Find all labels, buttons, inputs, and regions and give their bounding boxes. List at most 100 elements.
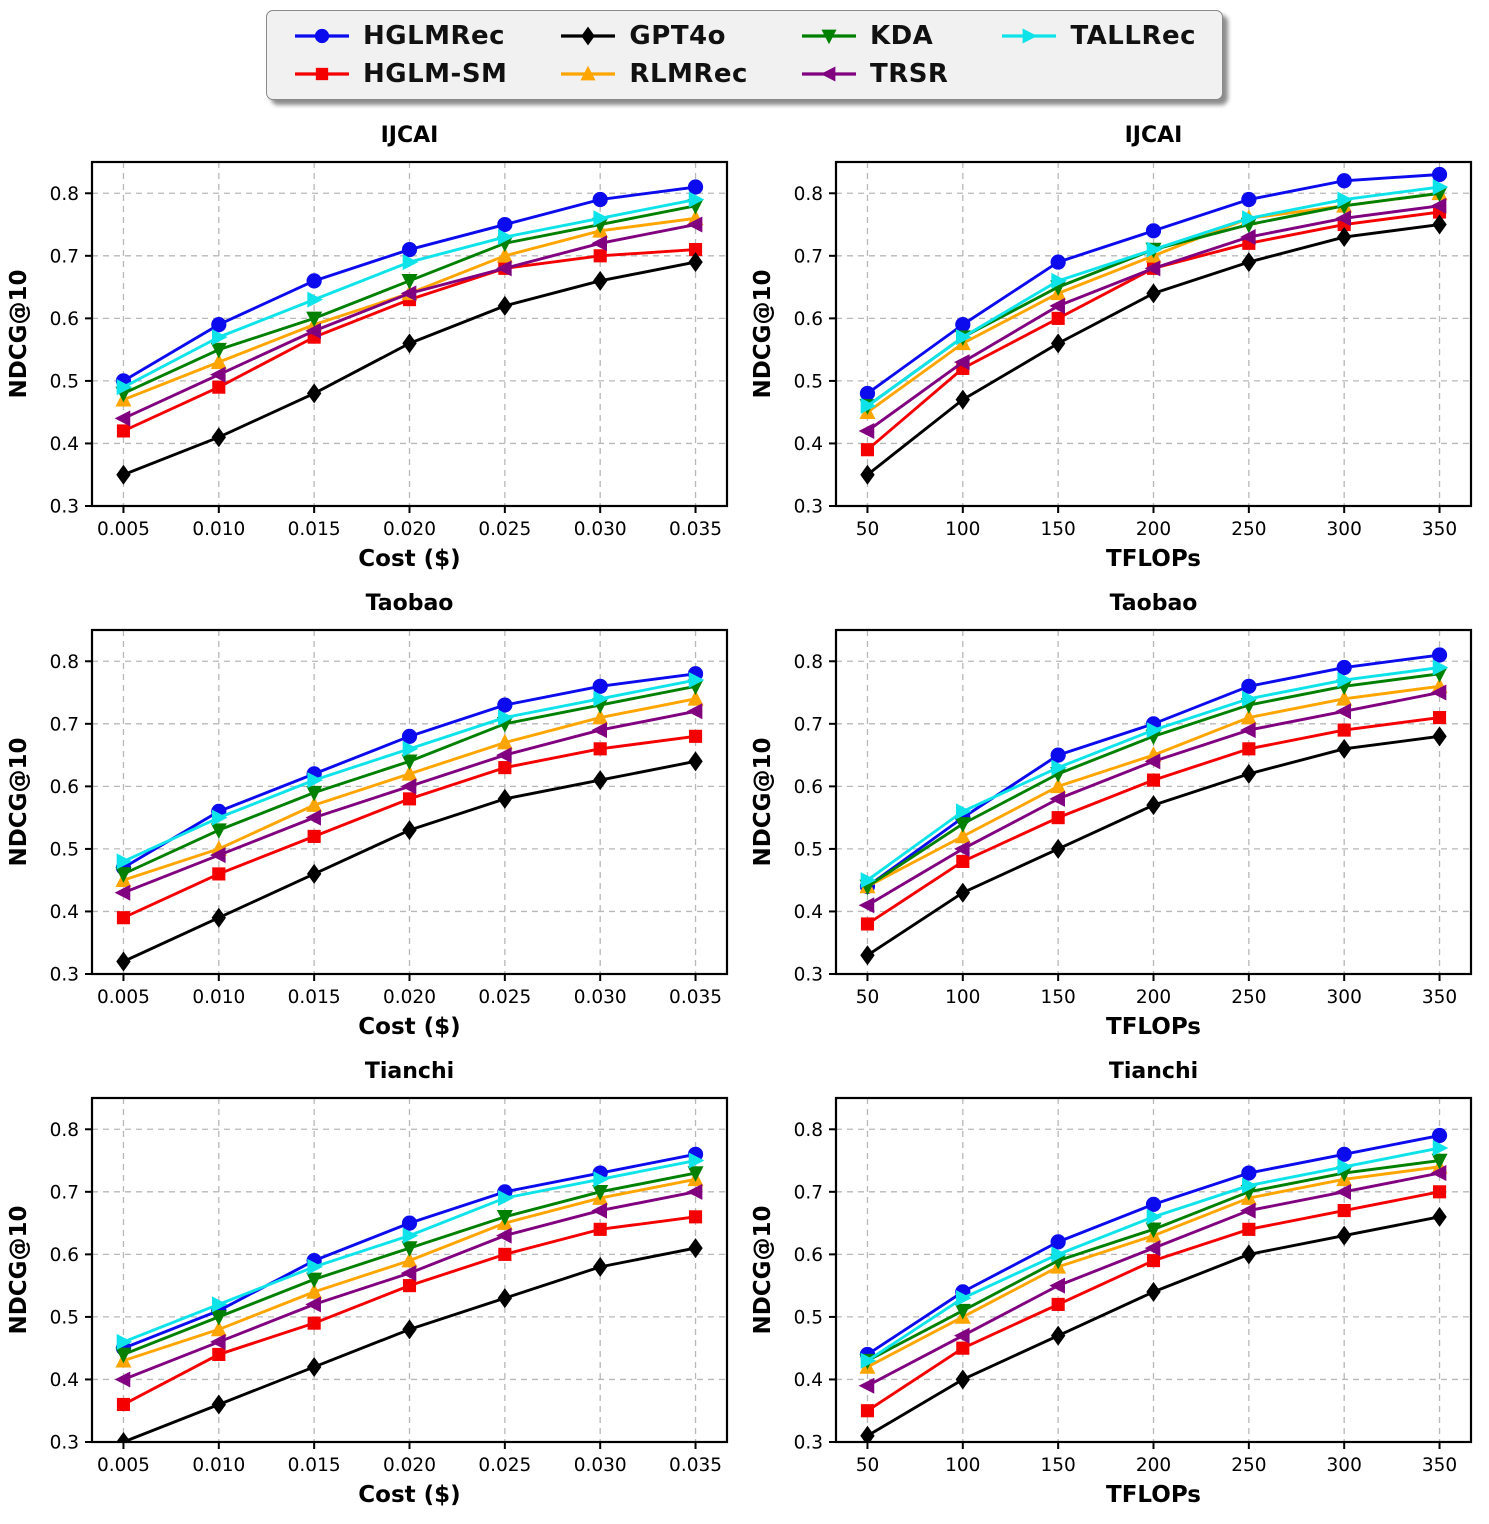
circle-marker-icon bbox=[294, 28, 349, 44]
y-tick-label: 0.7 bbox=[50, 714, 79, 735]
diamond-marker-icon bbox=[561, 26, 616, 46]
x-tick-label: 0.015 bbox=[288, 1455, 341, 1476]
x-tick-label: 300 bbox=[1327, 1455, 1362, 1476]
x-tick-label: 0.035 bbox=[669, 1455, 722, 1476]
series-hglmrec bbox=[859, 1127, 1448, 1363]
chart-title: Taobao bbox=[1110, 591, 1198, 616]
chart-svg: 0.3 0.4 0.5 0.6 0.7 0.8 50 100 150 200 250 300 350 Ti… bbox=[750, 1059, 1473, 1508]
legend-item-rlmrec: RLMRec bbox=[559, 59, 748, 89]
y-tick-label: 0.6 bbox=[50, 777, 79, 798]
triangle-up-marker-icon bbox=[561, 65, 616, 81]
series-tallrec bbox=[116, 191, 705, 396]
x-tick-label: 350 bbox=[1422, 987, 1457, 1008]
chart-svg: 0.3 0.4 0.5 0.6 0.7 0.8 50 100 150 200 250 300 350 Ta… bbox=[750, 591, 1473, 1040]
y-tick-label: 0.8 bbox=[50, 1120, 79, 1141]
y-axis-label: NDCG@10 bbox=[6, 1205, 32, 1334]
legend-item-hglm-sm: HGLM-SM bbox=[293, 59, 507, 89]
y-tick-label: 0.3 bbox=[50, 965, 79, 986]
chart-title: IJCAI bbox=[381, 123, 439, 148]
series-hglm-sm bbox=[116, 1210, 703, 1412]
x-tick-label: 200 bbox=[1136, 519, 1171, 540]
legend-label: HGLM-SM bbox=[362, 59, 508, 89]
legend-column: TALLRec bbox=[1000, 21, 1196, 89]
x-tick-label: 50 bbox=[856, 1455, 880, 1476]
series-trsr bbox=[114, 1183, 703, 1388]
legend-column: HGLMRec HGLM-SM bbox=[293, 21, 507, 89]
y-axis-label: NDCG@10 bbox=[750, 737, 776, 866]
legend: HGLMRec HGLM-SM GPT4o RLMRec KDA TRSR TALLRec bbox=[265, 10, 1224, 100]
y-tick-label: 0.3 bbox=[50, 497, 79, 518]
chart-taobao-tflops: 0.3 0.4 0.5 0.6 0.7 0.8 50 100 150 200 250 300 350 Ta… bbox=[744, 582, 1488, 1044]
y-tick-label: 0.3 bbox=[794, 497, 823, 518]
x-tick-label: 150 bbox=[1040, 1455, 1075, 1476]
x-tick-label: 0.005 bbox=[97, 987, 150, 1008]
x-tick-label: 0.020 bbox=[383, 519, 436, 540]
series-gpt4o bbox=[116, 751, 703, 972]
y-tick-label: 0.7 bbox=[794, 1182, 823, 1203]
legend-column: KDA TRSR bbox=[800, 21, 949, 89]
chart-ijcai-cost: 0.3 0.4 0.5 0.6 0.7 0.8 0.005 0.010 0.015 0.020 0.… bbox=[0, 114, 744, 576]
series-gpt4o bbox=[116, 252, 703, 485]
y-tick-label: 0.4 bbox=[50, 1370, 79, 1391]
y-tick-label: 0.5 bbox=[794, 371, 823, 392]
x-tick-label: 0.015 bbox=[288, 987, 341, 1008]
x-tick-label: 0.025 bbox=[478, 1455, 531, 1476]
legend-item-gpt4o: GPT4o bbox=[559, 21, 748, 51]
series-trsr bbox=[858, 684, 1447, 914]
y-tick-label: 0.6 bbox=[794, 777, 823, 798]
x-tick-label: 100 bbox=[945, 1455, 980, 1476]
x-tick-label: 0.035 bbox=[669, 519, 722, 540]
x-tick-label: 300 bbox=[1327, 987, 1362, 1008]
y-tick-label: 0.5 bbox=[50, 839, 79, 860]
y-tick-label: 0.5 bbox=[794, 1307, 823, 1328]
series-trsr bbox=[114, 703, 703, 901]
y-tick-label: 0.8 bbox=[794, 1120, 823, 1141]
y-tick-label: 0.6 bbox=[50, 1245, 79, 1266]
x-tick-label: 0.020 bbox=[383, 1455, 436, 1476]
series-kda bbox=[115, 1166, 704, 1364]
series-tallrec bbox=[116, 1152, 705, 1350]
y-tick-label: 0.4 bbox=[794, 1370, 823, 1391]
y-tick-label: 0.6 bbox=[794, 309, 823, 330]
y-axis-label: NDCG@10 bbox=[6, 737, 32, 866]
y-tick-label: 0.5 bbox=[794, 839, 823, 860]
y-tick-label: 0.4 bbox=[50, 902, 79, 923]
chart-svg: 0.3 0.4 0.5 0.6 0.7 0.8 0.005 0.010 0.015 0.020 0.… bbox=[6, 591, 729, 1040]
series-hglmrec bbox=[859, 166, 1448, 402]
series-gpt4o bbox=[116, 1238, 703, 1442]
legend-item-hglmrec: HGLMRec bbox=[293, 21, 507, 51]
legend-label: TALLRec bbox=[1070, 21, 1197, 51]
x-axis-label: Cost ($) bbox=[358, 546, 460, 572]
x-tick-label: 50 bbox=[856, 987, 880, 1008]
square-marker-icon bbox=[294, 67, 349, 81]
y-tick-label: 0.8 bbox=[794, 652, 823, 673]
chart-ijcai-tflops: 0.3 0.4 0.5 0.6 0.7 0.8 50 100 150 200 250 300 350 IJ… bbox=[744, 114, 1488, 576]
legend-label: KDA bbox=[869, 21, 934, 51]
y-tick-label: 0.7 bbox=[794, 714, 823, 735]
y-tick-label: 0.3 bbox=[50, 1433, 79, 1454]
charts-grid: 0.3 0.4 0.5 0.6 0.7 0.8 0.005 0.010 0.015 0.020 0.… bbox=[0, 114, 1489, 1512]
series-tallrec bbox=[860, 179, 1449, 414]
legend-item-tallrec: TALLRec bbox=[1000, 21, 1196, 51]
triangle-right-marker-icon bbox=[1002, 28, 1057, 44]
x-tick-label: 0.035 bbox=[669, 987, 722, 1008]
y-tick-label: 0.7 bbox=[50, 1182, 79, 1203]
chart-svg: 0.3 0.4 0.5 0.6 0.7 0.8 0.005 0.010 0.015 0.020 0.… bbox=[6, 123, 729, 572]
series-gpt4o bbox=[860, 726, 1447, 966]
x-tick-label: 0.025 bbox=[478, 987, 531, 1008]
series-tallrec bbox=[860, 1140, 1449, 1369]
y-tick-label: 0.4 bbox=[50, 434, 79, 455]
chart-tianchi-tflops: 0.3 0.4 0.5 0.6 0.7 0.8 50 100 150 200 250 300 350 Ti… bbox=[744, 1050, 1488, 1512]
x-tick-label: 200 bbox=[1136, 987, 1171, 1008]
y-tick-label: 0.4 bbox=[794, 434, 823, 455]
chart-title: Taobao bbox=[366, 591, 454, 616]
x-axis-label: Cost ($) bbox=[358, 1482, 460, 1508]
x-tick-label: 0.030 bbox=[574, 987, 627, 1008]
x-tick-label: 100 bbox=[945, 987, 980, 1008]
series-tallrec bbox=[860, 659, 1449, 889]
series-hglmrec bbox=[115, 179, 704, 389]
x-tick-label: 0.020 bbox=[383, 987, 436, 1008]
x-axis-label: TFLOPs bbox=[1106, 1482, 1201, 1508]
x-tick-label: 0.005 bbox=[97, 1455, 150, 1476]
